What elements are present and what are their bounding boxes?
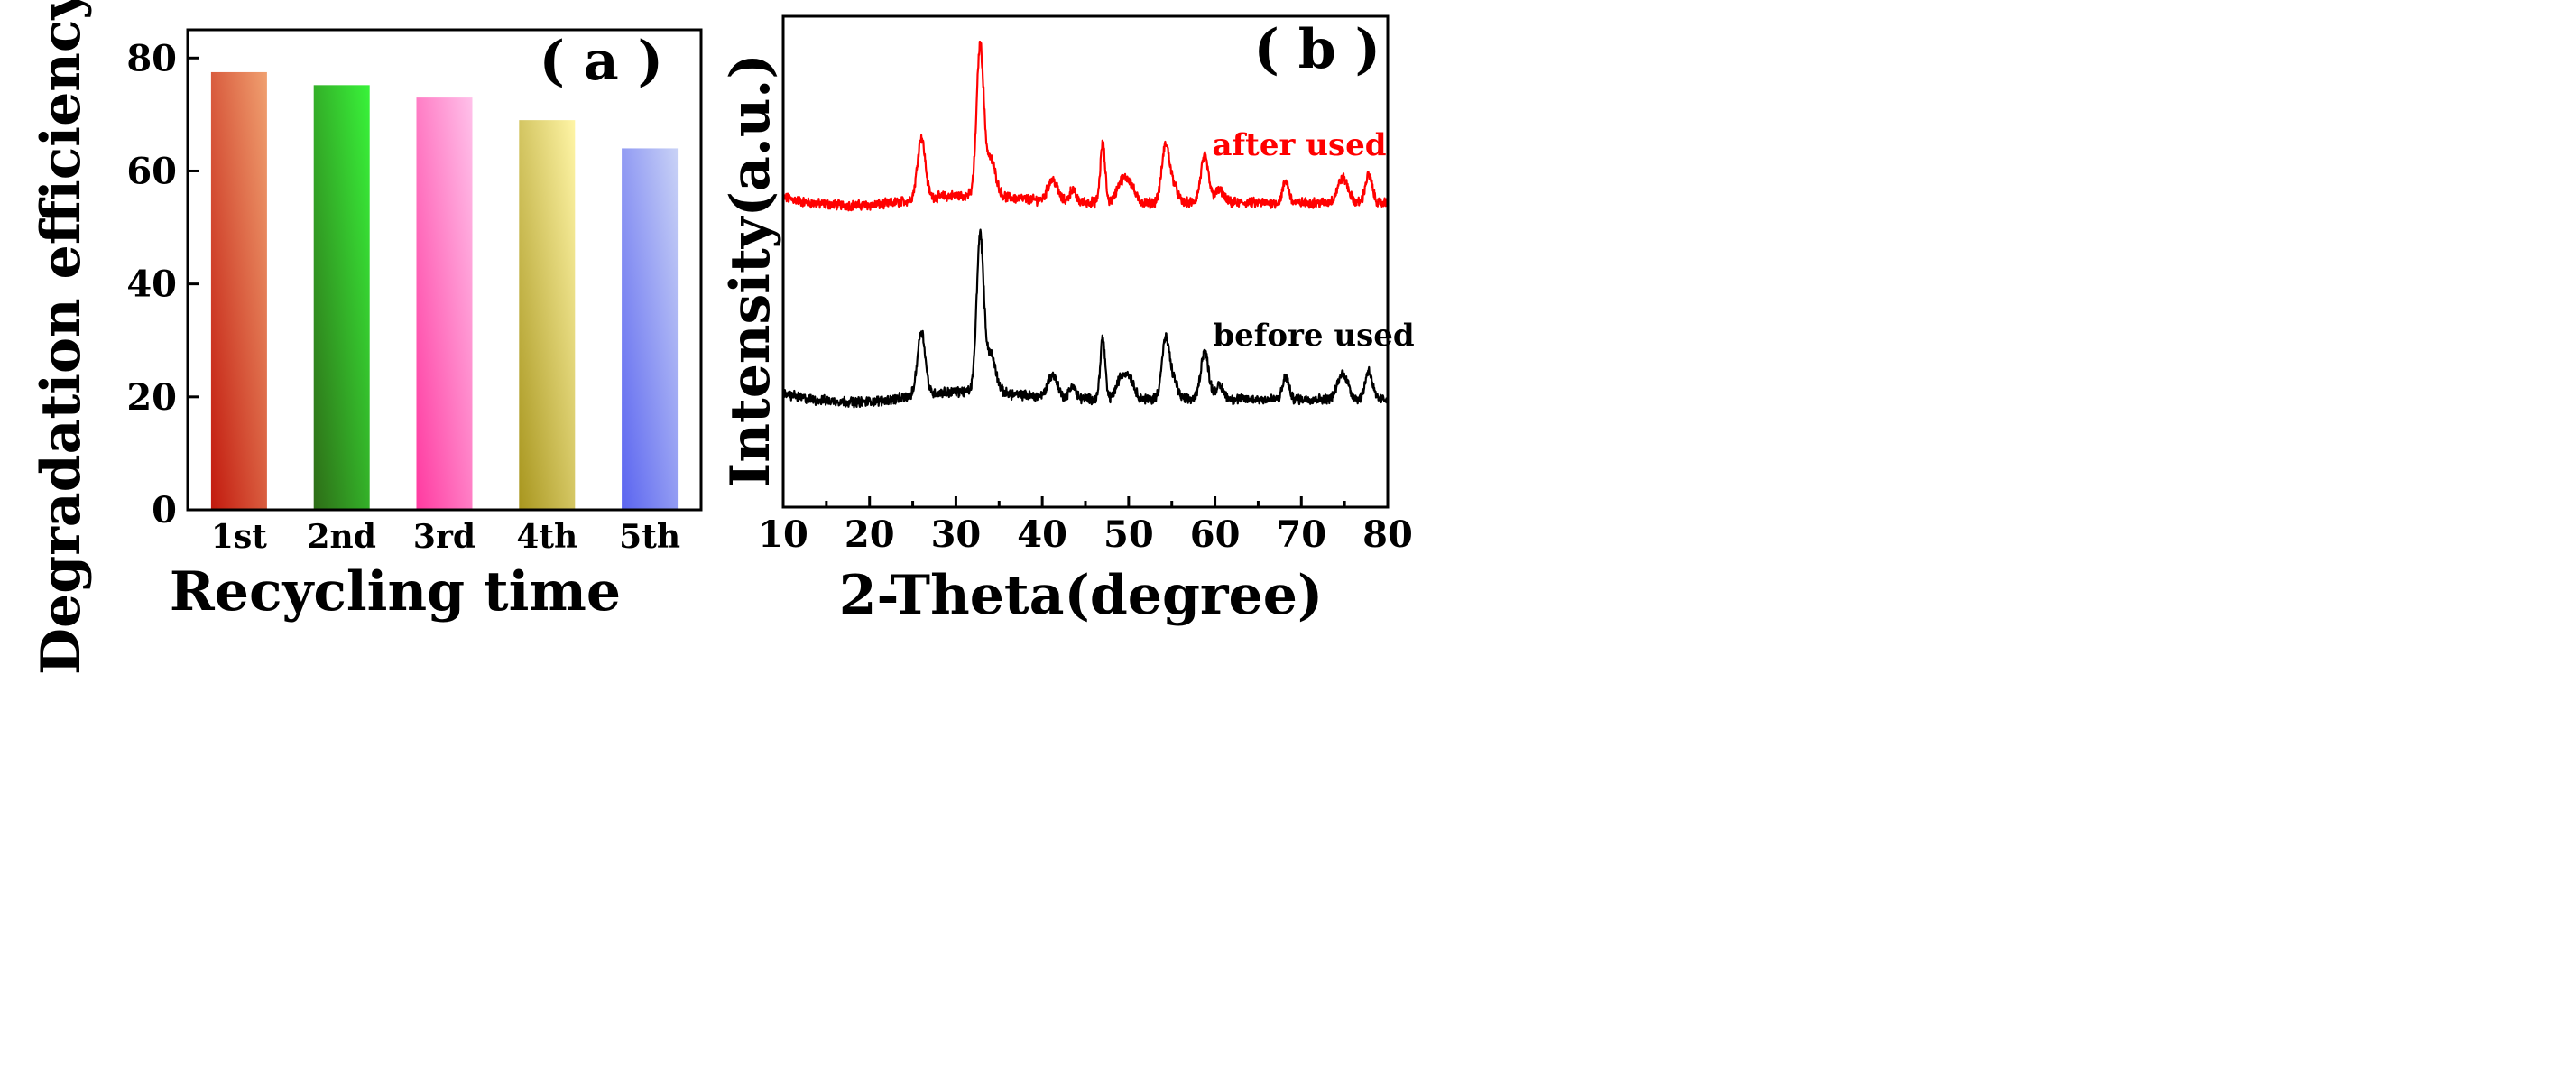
panel-b-xrd-chart: 10 20 30 40 50 60 70 80 ( b ) after used before…: [719, 14, 1415, 627]
x-tick-label: 80: [1362, 513, 1413, 556]
x-tick-label: 50: [1103, 513, 1154, 556]
series-label-before-used: before used: [1213, 318, 1414, 354]
x-tick-label: 2nd: [307, 518, 375, 556]
bar-5th: [622, 148, 679, 510]
xrd-series: [781, 41, 1390, 409]
y-tick-label: 0: [152, 489, 177, 531]
line-after-used: [781, 41, 1390, 212]
x-tick-label: 70: [1276, 513, 1326, 556]
x-axis-category-labels: 1st 2nd 3rd 4th 5th: [211, 518, 680, 556]
bar-1st: [210, 71, 267, 511]
plot-frame: [781, 14, 1390, 509]
series-label-after-used: after used: [1212, 127, 1386, 163]
y-tick-label: 60: [126, 150, 177, 192]
x-tick-label: 4th: [516, 518, 577, 556]
line-before-used: [781, 228, 1390, 409]
y-tick-label: 40: [126, 263, 177, 306]
bar-2nd: [313, 85, 370, 510]
y-tick-label: 80: [126, 37, 177, 79]
bar-series: [210, 71, 679, 511]
x-tick-label: 3rd: [413, 518, 475, 556]
x-axis-title: 2-Theta(degree): [839, 564, 1324, 627]
panel-a-bar-chart: 0 20 40 60 80 1st 2nd 3rd 4th 5th ( a ) Recyclin…: [30, 0, 703, 675]
x-tick-label: 10: [758, 513, 808, 556]
plot-frame: [186, 28, 703, 512]
x-axis-title: Recycling time: [170, 560, 621, 624]
x-tick-label: 20: [845, 513, 895, 556]
y-axis-title: Intensity(a.u.): [719, 53, 782, 487]
bar-4th: [519, 120, 576, 510]
y-axis-title: Degradation efficiency (%): [30, 0, 93, 675]
panel-a-label: ( a ): [540, 30, 663, 93]
x-tick-label: 30: [931, 513, 982, 556]
x-tick-label: 40: [1017, 513, 1067, 556]
x-axis-ticks: 10 20 30 40 50 60 70 80: [758, 496, 1413, 556]
y-axis-ticks: 0 20 40 60 80: [126, 37, 199, 531]
y-tick-label: 20: [126, 376, 177, 419]
bar-3rd: [416, 97, 473, 510]
x-tick-label: 60: [1190, 513, 1241, 556]
panel-b-label: ( b ): [1253, 18, 1380, 81]
x-tick-label: 1st: [211, 518, 267, 556]
x-tick-label: 5th: [619, 518, 680, 556]
